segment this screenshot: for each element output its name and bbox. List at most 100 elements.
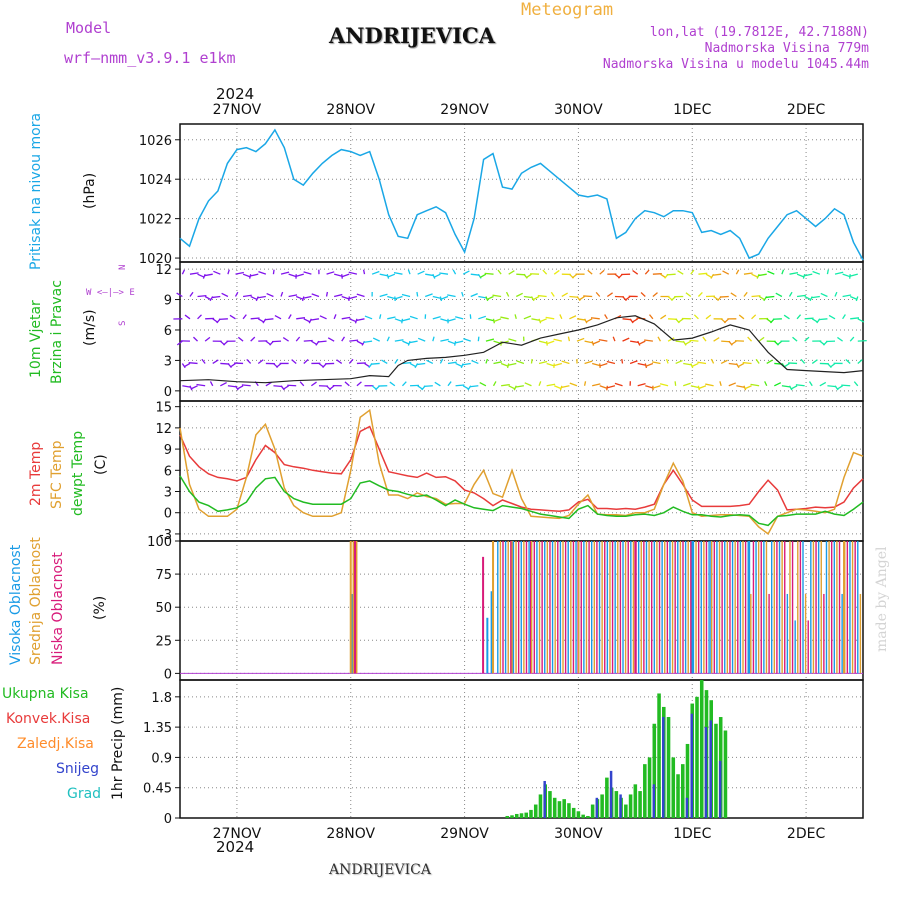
wind-barb [632,269,639,275]
wind-barb [492,381,497,387]
wind-barb [569,382,578,387]
wind-barb [783,314,790,320]
wind-barb [227,385,237,388]
wind-barb [690,385,700,389]
wind-barb [434,381,441,387]
cloud-ytick-4: 100 [147,535,172,550]
wind-barb [295,273,304,278]
wind-barb [775,292,783,298]
wind-barb [237,336,244,342]
precip-bar-total [638,791,642,818]
wind-barb [280,291,284,297]
wind-barb [542,269,548,275]
wind-barb [652,385,661,389]
wind-barb [356,340,364,345]
year-top: 2024 [216,85,255,103]
cloud-ytick-3: 75 [155,568,172,583]
wind-barb [804,336,810,342]
cloud-ytick-2: 50 [155,601,172,616]
wind-barb [507,362,517,366]
wind-barb [229,314,236,320]
wind-barb [393,271,403,275]
wind-barb [401,381,407,387]
wind-barb [604,314,608,320]
model-name: wrf—nmm_v3.9.1 e1km [64,49,236,67]
wind-barbs [173,269,867,391]
precip-bar-total [628,794,633,818]
wind-barb [486,295,494,301]
wind-barb [796,273,805,278]
wind-barb [196,383,206,387]
precip-bar-snow [652,784,656,818]
precip-bar-total [552,797,557,818]
wind-barb [508,270,515,275]
wind-barb [371,270,380,275]
wind-barb [295,336,301,342]
wind-barb [829,362,836,368]
wind-barb [578,295,585,301]
wind-barb [213,270,221,275]
wind-barb [394,339,404,342]
wind-barb [834,291,838,297]
wind-barb [789,271,799,275]
precip-bar-total [714,723,718,818]
precip-bar-total [695,696,699,818]
wind-barb [515,292,523,298]
wind-barb [795,384,805,387]
wind-barb [266,292,274,298]
wind-barb [666,273,676,276]
wind-barb [440,318,449,322]
wind-barb [665,358,669,364]
wind-barb [325,291,329,297]
precip-bar-snow [704,727,708,818]
wind-frame [179,261,864,402]
wind-barb [189,291,194,297]
wind-barb [440,295,449,300]
wind-ytick-1: 3 [164,354,172,369]
wind-barb [677,318,684,324]
precip-bar-total [590,804,595,818]
wind-barb [737,362,745,368]
wind-barb [389,381,396,387]
precip-bar-snow [709,720,712,818]
wind-barb [598,338,608,342]
wind-barb [508,385,516,390]
wind-barb [590,317,600,320]
wind-barb [492,294,502,298]
wind-barb [477,336,480,342]
wind-barb [229,362,236,368]
wind-barb [303,339,313,342]
wind-barb [514,314,517,319]
wind-barb [296,317,306,320]
wind-barb [440,338,449,342]
wind-barb [728,382,737,387]
wind-barb [766,359,773,365]
wind-barb [571,273,578,279]
wind-barb [576,318,586,321]
wind-barb [812,270,821,275]
wind-barb [553,338,562,342]
wind-barb [697,292,703,297]
wind-barb [857,359,863,364]
pressure-ytick-0: 1020 [139,252,172,267]
precip-bar-snow [685,797,689,818]
precip-bar-total [699,680,704,818]
wind-barb [599,362,608,367]
wind-barb [370,362,380,365]
model-label: Model [66,19,112,37]
wind-barb [702,336,707,342]
temp-line-1 [179,408,864,536]
precip-bar-total [624,804,628,818]
wind-barb [612,336,616,342]
wind-barb [546,340,555,345]
wind-barb [257,318,265,323]
meteogram-label: Meteogram [521,0,614,20]
x-tick-bottom-2: 29NOV [440,826,489,842]
wind-barb [299,381,305,387]
cloud-ytick-0: 0 [164,667,172,682]
wind-barb [303,359,309,364]
wind-barb [190,385,198,390]
wind-barb [417,337,426,342]
wind-barb [356,293,365,298]
wind-barb [432,295,442,299]
